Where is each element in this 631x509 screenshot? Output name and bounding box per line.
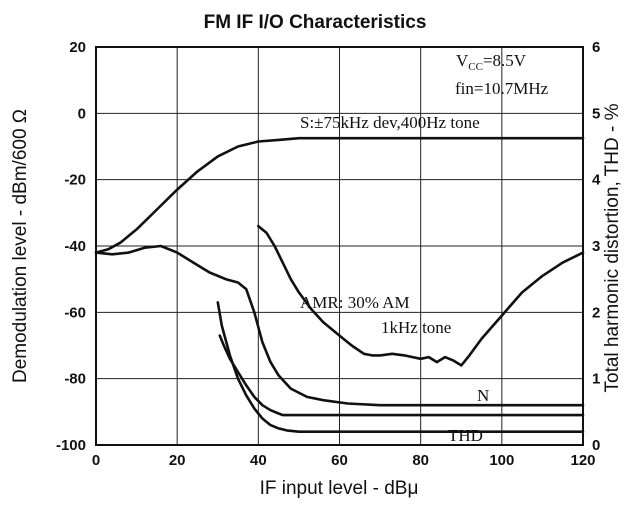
y-right-tick-label: 2 xyxy=(592,304,600,321)
y-left-tick-label: -40 xyxy=(64,238,86,255)
fin-condition: fin=10.7MHz xyxy=(455,79,549,98)
series-line-distortion xyxy=(218,334,585,417)
series-label-amr-line2: 1kHz tone xyxy=(381,318,451,337)
x-tick-label: 120 xyxy=(570,452,595,469)
y-left-tick-label: -80 xyxy=(64,371,86,388)
x-tick-label: 20 xyxy=(169,452,186,469)
series-label-s: S:±75kHz dev,400Hz tone xyxy=(300,113,480,132)
series-line-s xyxy=(94,136,585,254)
y-right-tick-label: 3 xyxy=(592,238,600,255)
y-right-tick-label: 1 xyxy=(592,371,600,388)
y-axis-label-left: Demodulation level - dBm/600 Ω xyxy=(10,109,31,383)
y-left-tick-label: -100 xyxy=(56,437,86,454)
y-left-tick-label: 0 xyxy=(78,105,86,122)
series-label-thd: THD xyxy=(448,426,483,445)
x-tick-label: 80 xyxy=(412,452,429,469)
y-right-tick-label: 4 xyxy=(592,172,601,189)
series-line-n xyxy=(94,244,585,407)
series-label-n: N xyxy=(477,386,489,405)
x-tick-label: 40 xyxy=(250,452,267,469)
series-lines xyxy=(94,136,585,434)
x-tick-label: 0 xyxy=(92,452,100,469)
y-right-tick-label: 6 xyxy=(592,39,600,56)
y-left-tick-label: -60 xyxy=(64,304,86,321)
x-tick-label: 100 xyxy=(489,452,514,469)
x-tick-label: 60 xyxy=(331,452,348,469)
grid xyxy=(95,46,584,446)
tick-labels: 0 20 40 60 80 100 120 20 0 -20 -40 -60 -80 -100 6 5 4 3 2 1… xyxy=(56,39,601,469)
y-left-tick-label: -20 xyxy=(64,172,86,189)
y-axis-label-right: Total harmonic distortion, THD - % xyxy=(602,103,623,392)
y-right-tick-label: 5 xyxy=(592,105,600,122)
y-left-tick-label: 20 xyxy=(69,39,86,56)
plot-frame xyxy=(95,46,584,446)
series-line-amr xyxy=(256,224,585,367)
chart-title: FM IF I/O Characteristics xyxy=(204,12,427,33)
vcc-condition: VCC=8.5V xyxy=(456,51,527,73)
y-right-tick-label: 0 xyxy=(592,437,600,454)
series-label-amr-line1: AMR: 30% AM xyxy=(300,293,410,312)
x-axis-label: IF input level - dBμ xyxy=(260,478,419,499)
